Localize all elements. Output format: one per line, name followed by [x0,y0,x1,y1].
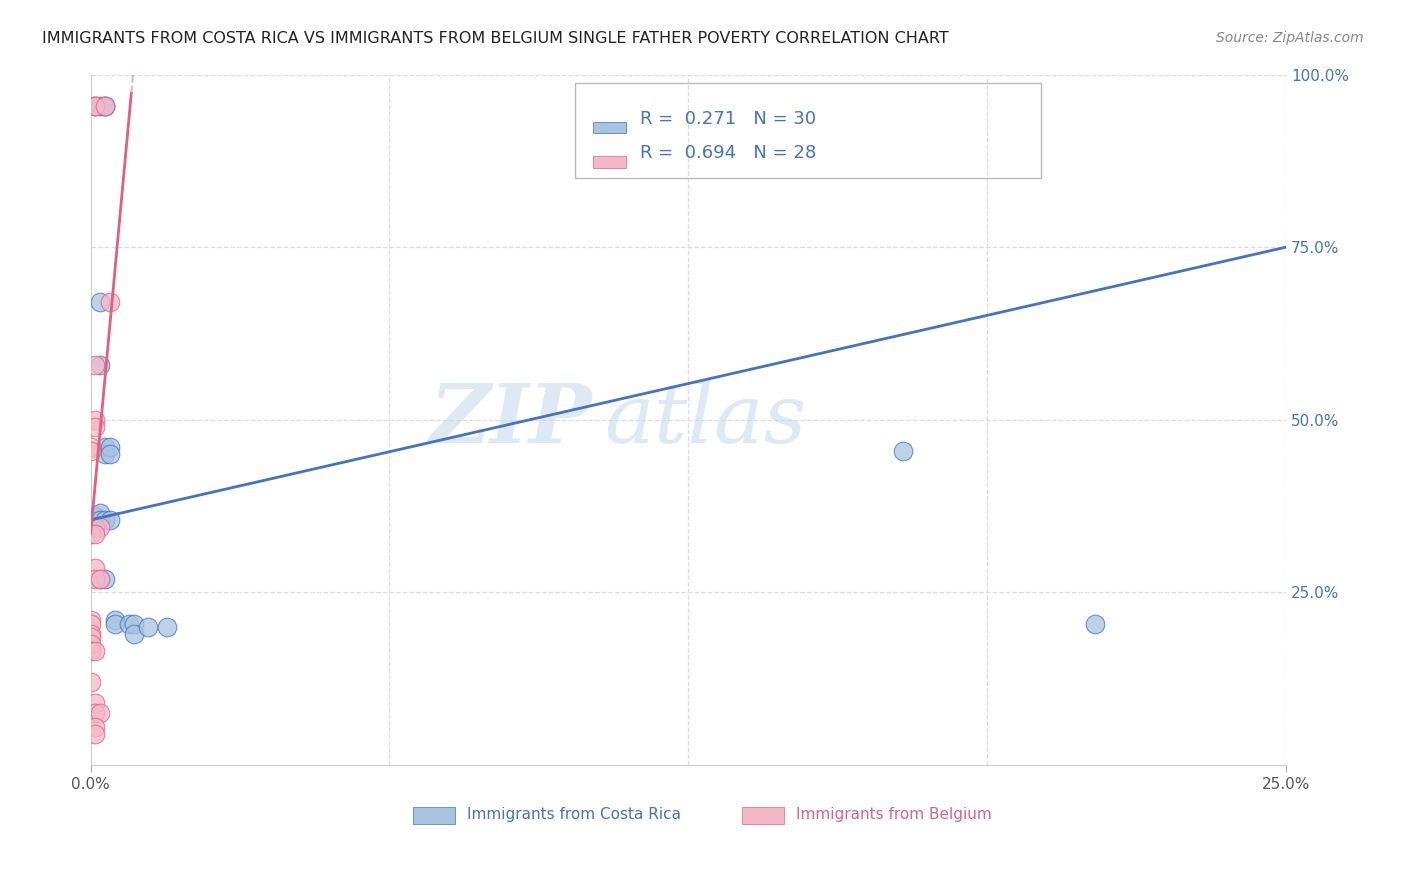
Point [84,520,107,534]
Point [94,98,117,112]
Bar [742,806,785,824]
Point [98,295,121,310]
Point [89,572,111,586]
Point [79,637,101,651]
Point [94,572,117,586]
Point [98,447,121,461]
Point [84,509,107,524]
Point [89,506,111,520]
Point [122,627,145,641]
Point [89,520,111,534]
Point [1084,616,1107,631]
Text: Immigrants from Belgium: Immigrants from Belgium [796,807,991,822]
Point [84,98,107,112]
Bar [593,156,626,168]
Text: R =  0.694   N = 28: R = 0.694 N = 28 [641,144,817,161]
Point [89,706,111,721]
Point [79,616,101,631]
Point [84,720,107,734]
Point [84,706,107,721]
Point [98,513,121,527]
Point [79,613,101,627]
Point [122,616,145,631]
Point [84,727,107,741]
Bar [593,121,626,133]
Point [94,98,117,112]
Point [79,675,101,690]
Point [84,526,107,541]
Point [84,696,107,710]
Point [89,572,111,586]
Point [136,620,159,634]
Point [79,443,101,458]
Point [84,413,107,427]
Point [103,613,125,627]
Point [84,572,107,586]
Text: Source: ZipAtlas.com: Source: ZipAtlas.com [1216,31,1364,45]
Point [89,513,111,527]
Point [94,447,117,461]
Point [84,644,107,658]
Text: ZIP: ZIP [430,380,593,459]
Point [84,561,107,575]
Text: atlas: atlas [605,380,807,459]
Point [79,526,101,541]
Point [84,98,107,112]
Point [84,419,107,434]
Point [94,513,117,527]
Point [79,441,101,455]
Point [89,295,111,310]
Point [79,644,101,658]
Point [94,441,117,455]
Point [103,616,125,631]
Point [79,520,101,534]
Bar [413,806,456,824]
Point [89,98,111,112]
Point [98,441,121,455]
Point [156,620,179,634]
Point [79,627,101,641]
Point [94,98,117,112]
Text: R =  0.271   N = 30: R = 0.271 N = 30 [641,110,817,128]
Point [79,631,101,645]
Point [89,358,111,372]
Point [84,98,107,112]
Point [893,443,915,458]
Text: Immigrants from Costa Rica: Immigrants from Costa Rica [467,807,681,822]
Text: IMMIGRANTS FROM COSTA RICA VS IMMIGRANTS FROM BELGIUM SINGLE FATHER POVERTY CORR: IMMIGRANTS FROM COSTA RICA VS IMMIGRANTS… [42,31,949,46]
Point [118,616,141,631]
Point [84,358,107,372]
